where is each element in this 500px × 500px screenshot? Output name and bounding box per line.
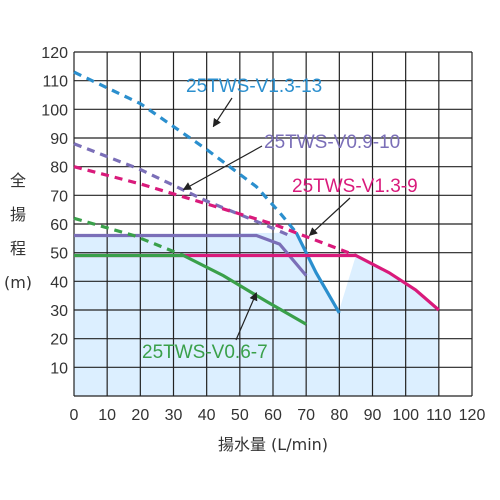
x-axis-label: 揚水量 (L/min) [218,435,328,454]
y-tick-label: 110 [42,74,68,91]
y-tick-label: 20 [50,332,68,349]
x-tick-label: 90 [364,407,382,424]
series-dashed-line [73,216,184,257]
y-tick-label: 10 [50,360,68,377]
series-arrow [308,197,351,237]
series-0 [73,70,341,314]
x-tick-label: 10 [98,407,116,424]
series-label: 25TWS-V0.6-7 [142,342,268,363]
x-tick-label: 0 [70,407,79,424]
x-tick-label: 60 [264,407,282,424]
x-tick-label: 40 [198,407,216,424]
x-tick-label: 100 [392,407,419,424]
series-label: 25TWS-V1.3-9 [292,176,418,197]
series-solid-line [74,253,307,326]
series-label: 25TWS-V0.9-10 [264,132,400,153]
series-2 [73,165,440,312]
y-axis-label-char: 揚 [10,205,26,224]
series-label: 25TWS-V1.3-13 [186,76,322,97]
y-tick-label: 40 [50,274,68,291]
y-tick-label: 120 [41,45,68,62]
y-tick-label: 100 [41,102,68,119]
y-axis-label-char: 全 [10,171,26,190]
series-arrow [212,97,233,128]
y-tick-label: 90 [50,131,68,148]
series-solid-line [74,253,440,312]
x-tick-label: 20 [131,407,149,424]
y-tick-label: 80 [50,160,68,177]
y-tick-label: 30 [50,303,68,320]
x-tick-label: 80 [330,407,348,424]
x-tick-label: 30 [165,407,183,424]
series-arrow [182,145,263,191]
series-dashed-line [73,70,298,234]
x-tick-label: 70 [297,407,315,424]
shaded-region [74,232,439,396]
series-dashed-line [73,165,357,257]
y-tick-label: 50 [50,246,68,263]
y-tick-label: 60 [50,217,68,234]
x-tick-label: 50 [231,407,249,424]
series-dashed-line [73,142,291,237]
series-solid-line [294,231,341,314]
x-tick-label: 110 [426,407,452,424]
series-3 [73,216,307,326]
y-axis-label-char: (m) [4,273,32,292]
y-axis-label-char: 程 [10,239,26,258]
x-tick-label: 120 [459,407,486,424]
series-arrow [235,292,258,341]
y-tick-label: 70 [50,188,68,205]
series-1 [73,142,308,277]
series-solid-line [74,233,308,277]
